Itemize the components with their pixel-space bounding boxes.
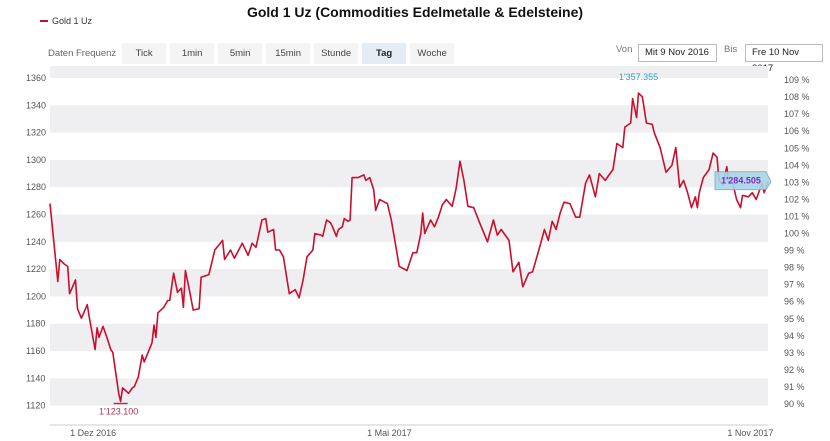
y-right-tick-label: 100 % [784,229,810,239]
grid-band [50,214,768,242]
y-left-tick-label: 1240 [26,237,46,247]
grid-band [50,105,768,133]
last-value-box [714,171,772,191]
y-right-tick-label: 106 % [784,126,810,136]
grid-band [50,269,768,297]
to-label: Bis [724,44,738,55]
legend-item[interactable]: Gold 1 Uz [40,16,92,26]
grid-band [50,66,768,78]
y-right-tick-label: 96 % [784,297,805,307]
freq-1min-button[interactable]: 1min [170,43,215,64]
y-right-tick-label: 93 % [784,348,805,358]
price-line [49,92,769,403]
grid-band [50,159,768,188]
y-left-tick-label: 1140 [26,373,45,383]
y-right-tick-label: 97 % [784,280,805,290]
x-tick-label: 1 Nov 2017 [727,428,773,438]
from-date-input[interactable]: Mit 9 Nov 2016 [638,44,717,62]
y-left-tick-label: 1320 [26,128,46,138]
y-right-tick-label: 107 % [784,109,810,119]
y-left-tick-label: 1260 [26,210,46,220]
chart-title: Gold 1 Uz (Commodities Edelmetalle & Ede… [246,4,584,20]
y-right-tick-label: 91 % [784,382,805,392]
y-right-tick-label: 98 % [784,263,805,273]
y-right-tick-label: 108 % [784,92,810,102]
y-right-tick-label: 92 % [784,365,805,375]
y-left-tick-label: 1360 [26,73,46,83]
freq-15min-button[interactable]: 15min [266,43,311,64]
grid-band [50,378,768,406]
max-value-label: 1'357.355 [619,72,658,82]
min-value-label: 1'123.100 [99,407,138,417]
x-tick-label: 1 Dez 2016 [70,428,116,438]
y-left-tick-label: 1120 [26,401,45,411]
y-right-tick-label: 95 % [784,314,805,324]
y-left-tick-label: 1300 [26,155,46,165]
y-right-tick-label: 102 % [784,194,810,204]
y-left-tick-label: 1340 [26,100,46,110]
y-right-tick-label: 101 % [784,211,810,221]
y-left-tick-label: 1160 [26,346,45,356]
x-tick-label: 1 Mai 2017 [367,428,412,438]
legend-label: Gold 1 Uz [52,16,93,26]
y-left-tick-label: 1200 [26,291,46,301]
frequency-toolbar: Daten Frequenz Tick 1min 5min 15min Stun… [48,43,458,64]
freq-5min-button[interactable]: 5min [218,43,263,64]
from-label: Von [616,44,633,55]
y-right-tick-label: 109 % [784,75,810,85]
y-right-tick-label: 104 % [784,160,810,170]
y-right-tick-label: 105 % [784,143,810,153]
y-right-tick-label: 90 % [784,399,805,409]
y-left-tick-label: 1280 [26,182,46,192]
freq-tag-button[interactable]: Tag [362,43,407,64]
freq-tick-button[interactable]: Tick [122,43,167,64]
freq-woche-button[interactable]: Woche [410,43,455,64]
frequency-label: Daten Frequenz [48,48,117,59]
y-right-tick-label: 103 % [784,177,810,187]
last-value-label: 1'284.505 [721,176,761,186]
y-left-tick-label: 1180 [26,319,45,329]
y-right-tick-label: 94 % [784,331,805,341]
y-left-tick-label: 1220 [26,264,46,274]
legend-swatch [40,20,48,22]
grid-band [50,323,768,351]
y-right-tick-label: 99 % [784,246,805,256]
freq-stunde-button[interactable]: Stunde [314,43,359,64]
